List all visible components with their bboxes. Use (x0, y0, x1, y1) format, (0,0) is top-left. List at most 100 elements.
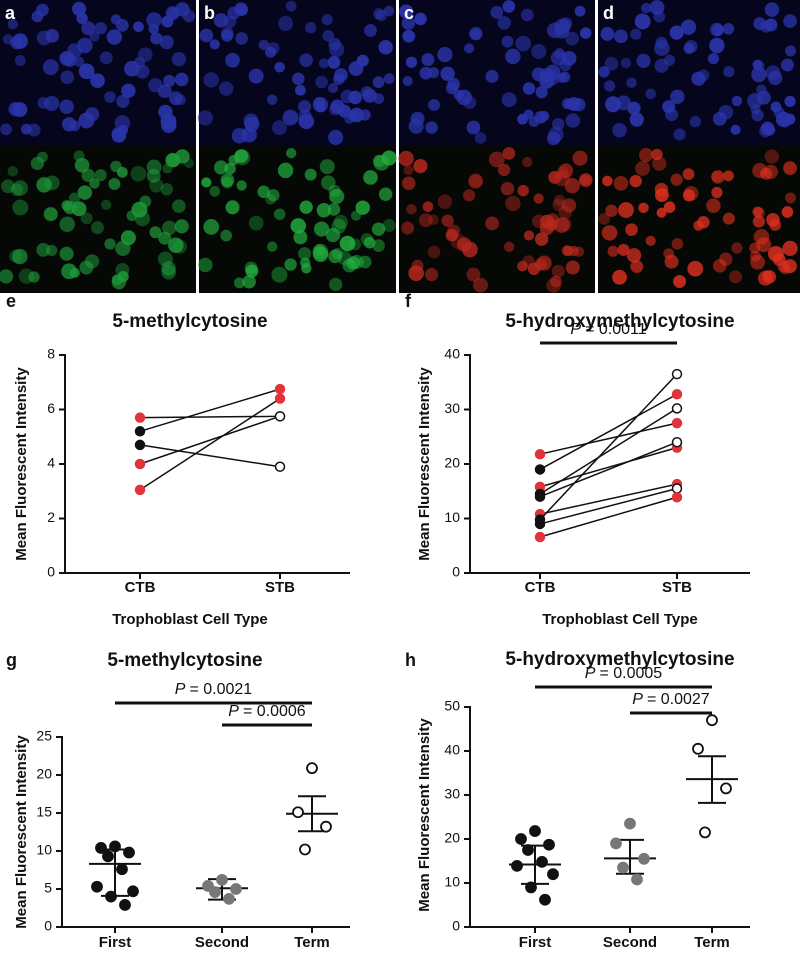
cell (503, 241, 515, 252)
cell (73, 150, 85, 162)
cell (578, 173, 593, 187)
pair-line (539, 393, 678, 471)
chart-title: 5-methylcytosine (112, 311, 267, 332)
cell (148, 23, 159, 35)
y-tick-label: 20 (444, 830, 460, 846)
point (515, 833, 527, 845)
cell (463, 189, 476, 202)
cell (115, 262, 130, 277)
cell (110, 14, 122, 25)
cell (115, 240, 131, 256)
cell (753, 17, 767, 31)
y-tick-label: 30 (444, 786, 460, 802)
cell (358, 255, 372, 269)
cell (59, 216, 75, 232)
cell (298, 113, 315, 130)
cell (327, 56, 341, 69)
y-tick-label: 40 (444, 742, 460, 758)
cell (538, 110, 550, 122)
cell (697, 216, 710, 229)
cell (327, 203, 341, 216)
cell (171, 52, 187, 67)
cell (293, 230, 308, 245)
cell (402, 29, 416, 43)
cell (235, 32, 248, 45)
cell (322, 29, 335, 42)
point (522, 844, 534, 856)
cell (173, 239, 188, 254)
point (299, 843, 311, 856)
cell (447, 224, 461, 238)
p-text: = 0.0006 (243, 703, 306, 720)
cell (174, 94, 186, 106)
cell (209, 186, 221, 197)
cell (346, 256, 360, 270)
cell (0, 123, 12, 136)
cell (59, 99, 74, 115)
cell (161, 261, 176, 276)
cell (298, 247, 312, 261)
cell (528, 116, 540, 128)
point (671, 368, 683, 380)
cell (707, 53, 720, 65)
cell (273, 208, 286, 221)
cell (515, 35, 532, 52)
cell (649, 0, 665, 15)
cell (783, 14, 797, 28)
cell (290, 218, 306, 234)
cell (272, 120, 287, 136)
cell (1, 179, 15, 194)
cell (474, 132, 487, 144)
cell (468, 173, 483, 188)
cell (328, 249, 342, 264)
cell (722, 23, 735, 35)
cell (682, 189, 696, 202)
cell (59, 246, 74, 261)
panel-letter: b (204, 3, 215, 23)
cell (523, 230, 535, 241)
cell (579, 27, 592, 39)
cell (680, 19, 697, 35)
cell (574, 5, 586, 17)
cell (517, 260, 528, 272)
cell (547, 22, 563, 39)
p-symbol: P (570, 321, 581, 338)
cell (522, 156, 533, 168)
cell (168, 237, 184, 253)
pair-line (139, 444, 281, 468)
cell (729, 270, 743, 284)
point (534, 448, 546, 460)
cell (427, 245, 441, 259)
point (638, 852, 650, 865)
point (720, 782, 732, 795)
cell (328, 129, 344, 145)
cell (750, 254, 766, 270)
cell (500, 181, 515, 196)
point (274, 411, 286, 422)
cell (653, 40, 670, 56)
cell (84, 107, 100, 122)
cell (557, 217, 572, 232)
cell (242, 275, 256, 289)
point (119, 899, 131, 911)
cell (616, 95, 632, 111)
y-tick-label: 4 (47, 455, 55, 471)
cell (321, 175, 336, 190)
cell (111, 275, 126, 290)
cell (373, 93, 385, 105)
cell (712, 24, 724, 36)
cell (551, 264, 565, 278)
cell (645, 235, 656, 246)
cell (130, 165, 147, 182)
cell (101, 199, 112, 211)
point (320, 820, 332, 833)
point (534, 531, 546, 543)
cell (517, 113, 528, 125)
cell (315, 75, 328, 89)
cell (321, 14, 333, 26)
cell (772, 253, 786, 266)
cell (469, 26, 483, 41)
cell (133, 21, 144, 33)
cell (561, 51, 577, 66)
cell (784, 113, 796, 125)
